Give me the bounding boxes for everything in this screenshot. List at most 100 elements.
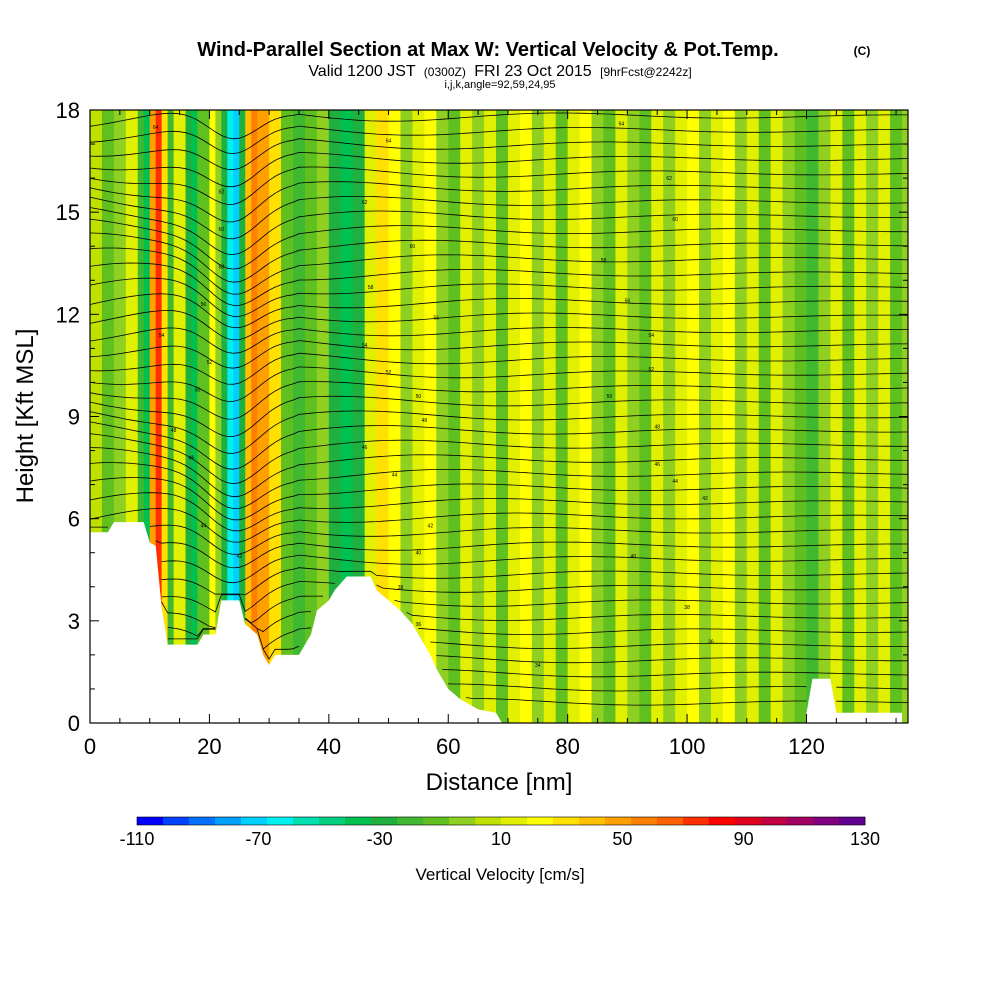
isentrope-line	[90, 477, 908, 521]
isentrope-line	[436, 655, 908, 664]
isentrope-label: 54	[648, 333, 654, 339]
isentrope-line	[161, 595, 908, 629]
isentrope-line	[442, 669, 908, 678]
isentrope-labels: 64 62 60 58 56 54 52 50 48 46 44 42 64 62 60 58 56 54 52 50…	[153, 122, 714, 669]
velocity-band	[191, 110, 198, 723]
colorbar-tick-label: -110	[120, 829, 155, 849]
velocity-band	[340, 110, 354, 723]
velocity-band	[746, 110, 760, 723]
velocity-band	[842, 110, 855, 723]
velocity-band	[221, 110, 228, 723]
isentrope-label: 52	[386, 370, 392, 376]
colorbar-swatch	[605, 817, 632, 825]
velocity-band	[579, 110, 593, 723]
isentrope-label: 58	[368, 285, 374, 291]
colorbar-swatch	[345, 817, 372, 825]
isentrope-label: 64	[386, 139, 392, 145]
isentrope-label: 48	[171, 428, 177, 434]
isentrope-line	[90, 327, 908, 354]
velocity-band	[185, 110, 193, 723]
y-tick-label: 15	[56, 200, 80, 225]
velocity-band	[281, 110, 294, 723]
isentrope-line	[90, 112, 908, 140]
velocity-band	[567, 110, 581, 723]
isentrope-line	[90, 492, 908, 532]
velocity-band	[543, 110, 557, 723]
colorbar-tick-labels: -110 -70 -30 10 50 90 130	[120, 829, 880, 849]
velocity-band	[699, 110, 712, 723]
velocity-band	[854, 110, 867, 723]
chart-subtitle2: i,j,k,angle=92,59,24,95	[444, 79, 555, 91]
y-tick-label: 12	[56, 302, 80, 327]
isentrope-line	[90, 340, 908, 369]
isentrope-line	[90, 166, 908, 205]
isentrope-label: 42	[702, 496, 708, 502]
colorbar-tick-label: -30	[367, 829, 393, 849]
isentrope-label: 54	[362, 343, 368, 349]
isentrope-line	[90, 352, 908, 385]
colorbar-swatch	[553, 817, 580, 825]
velocity-band	[424, 110, 437, 723]
colorbar-swatch	[709, 817, 736, 825]
colorbar-swatch	[371, 817, 398, 825]
colorbar-tick-label: 90	[734, 829, 754, 849]
isentrope-label: 56	[625, 299, 631, 305]
colorbar-swatch	[423, 817, 450, 825]
colorbar-swatch	[735, 817, 762, 825]
isentrope-label: 40	[416, 551, 422, 557]
isentrope-line	[90, 138, 908, 171]
colorbar-swatch	[397, 817, 424, 825]
velocity-band	[412, 110, 425, 723]
velocity-band	[519, 110, 533, 723]
velocity-band	[376, 110, 390, 723]
isentrope-label: 46	[362, 445, 368, 451]
velocity-band	[484, 110, 497, 723]
velocity-band	[866, 110, 879, 723]
chart-title: Wind-Parallel Section at Max W: Vertical…	[197, 39, 778, 61]
isentrope-label: 60	[410, 244, 416, 250]
velocity-band	[722, 110, 736, 723]
velocity-band	[233, 110, 240, 723]
isentrope-line	[90, 218, 908, 270]
velocity-band	[603, 110, 616, 723]
x-tick-label: 80	[555, 734, 579, 759]
isentrope-label: 60	[219, 227, 225, 233]
isentrope-label: 48	[422, 418, 428, 424]
colorbar-swatch	[787, 817, 814, 825]
colorbar-tick-label: 50	[612, 829, 632, 849]
velocity-band	[806, 110, 819, 723]
velocity-band	[227, 110, 234, 723]
isentrope-line	[90, 181, 908, 223]
colorbar-swatch	[215, 817, 242, 825]
velocity-band	[137, 110, 145, 723]
velocity-band	[161, 110, 169, 723]
colorbar-swatch	[527, 817, 554, 825]
isentrope-line	[167, 627, 908, 650]
x-tick-label: 20	[197, 734, 221, 759]
isentrope-label: 44	[392, 472, 398, 478]
colorbar-swatch	[501, 817, 528, 825]
velocity-band	[818, 110, 831, 723]
velocity-band	[710, 110, 724, 723]
isentrope-line	[90, 196, 908, 240]
y-tick-label: 6	[68, 507, 80, 532]
velocity-band	[758, 110, 772, 723]
isentrope-label: 62	[362, 200, 368, 206]
isentrope-label: 60	[672, 217, 678, 223]
terrain	[90, 522, 903, 723]
isentrope-label: 54	[159, 333, 165, 339]
velocity-band	[794, 110, 807, 723]
isentrope-line	[90, 395, 908, 437]
isentrope-label: 52	[207, 360, 213, 366]
isentrope-line	[90, 433, 908, 485]
isentrope-label: 46	[189, 455, 195, 461]
isentrope-line	[161, 567, 908, 596]
velocity-band	[591, 110, 604, 723]
colorbar-swatch	[761, 817, 788, 825]
isentrope-line	[90, 125, 908, 155]
chart-title-mark: (C)	[854, 44, 871, 58]
colorbar-swatch	[657, 817, 684, 825]
colorbar-swatch	[579, 817, 606, 825]
subtitle-utc: (0300Z)	[424, 65, 466, 79]
